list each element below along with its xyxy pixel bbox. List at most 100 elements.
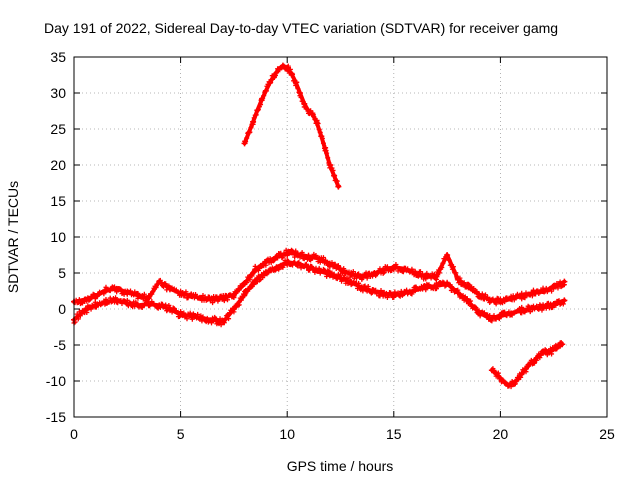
sample-marker <box>272 72 278 78</box>
sample-marker <box>325 155 331 161</box>
sample-marker <box>297 254 303 260</box>
sample-marker <box>315 120 321 126</box>
sample-marker <box>182 292 188 298</box>
sample-marker <box>437 270 443 276</box>
sample-marker <box>323 257 329 263</box>
sample-marker <box>247 129 253 135</box>
sample-marker <box>561 282 567 288</box>
sample-marker <box>317 259 323 265</box>
sample-marker <box>487 312 493 318</box>
x-tick-label: 10 <box>279 426 295 442</box>
sample-marker <box>534 357 540 363</box>
x-tick-label: 0 <box>70 426 78 442</box>
sample-marker <box>255 273 261 279</box>
sample-marker <box>506 309 512 315</box>
sample-marker <box>300 99 306 105</box>
sample-marker <box>93 304 99 310</box>
sample-marker <box>524 307 530 313</box>
sample-marker <box>255 106 261 112</box>
sample-marker <box>457 275 463 281</box>
sample-marker <box>523 369 529 375</box>
sample-marker <box>331 271 337 277</box>
sample-marker <box>83 305 89 311</box>
sample-marker <box>464 296 470 302</box>
sample-marker <box>502 309 508 315</box>
sample-marker <box>444 253 450 259</box>
sample-marker <box>244 280 250 286</box>
sample-marker <box>243 139 249 145</box>
sample-marker <box>296 89 302 95</box>
y-tick-label: 15 <box>50 193 66 209</box>
sample-marker <box>309 263 315 269</box>
sample-marker <box>261 93 267 99</box>
sample-marker <box>433 273 439 279</box>
sample-marker <box>549 351 555 357</box>
sample-marker <box>166 302 172 308</box>
sample-marker <box>298 94 304 100</box>
sample-marker <box>212 297 218 303</box>
sample-marker <box>412 268 418 274</box>
sample-marker <box>316 265 322 271</box>
sample-marker <box>491 313 497 319</box>
sample-marker <box>439 265 445 271</box>
sample-marker <box>338 272 343 278</box>
sample-marker <box>423 287 429 293</box>
axis-ticks: 0 5 10 15 20 25 -15 -10 -5 0 5 10 15 20 25 30 35 <box>46 49 615 442</box>
sample-marker <box>468 298 474 304</box>
series-main-band-upper <box>71 247 568 307</box>
sample-marker <box>508 384 514 390</box>
sample-marker <box>453 270 459 276</box>
x-tick-label: 5 <box>177 426 185 442</box>
sample-marker <box>248 125 254 131</box>
sample-marker <box>489 318 495 324</box>
sample-marker <box>330 167 336 173</box>
sample-marker <box>482 292 488 298</box>
sample-marker <box>537 355 543 361</box>
sample-marker <box>281 63 287 69</box>
sample-marker <box>356 271 362 277</box>
sample-marker <box>101 291 107 297</box>
sample-marker <box>189 316 195 322</box>
sample-marker <box>77 313 83 319</box>
sample-marker <box>477 313 483 319</box>
sample-marker <box>293 82 299 88</box>
sample-marker <box>360 288 366 294</box>
sample-marker <box>381 269 387 275</box>
sample-marker <box>522 366 528 372</box>
sample-marker <box>324 150 330 156</box>
sample-marker <box>440 260 446 266</box>
sample-marker <box>391 294 397 300</box>
sample-marker <box>306 252 312 258</box>
sample-marker <box>290 71 296 77</box>
sample-marker <box>555 285 561 291</box>
grid <box>74 57 607 417</box>
sample-marker <box>296 259 302 265</box>
x-tick-label: 15 <box>386 426 402 442</box>
sample-marker <box>251 115 257 121</box>
sample-marker <box>334 178 340 184</box>
series-main-band-lower <box>71 257 568 328</box>
sample-marker <box>323 145 329 151</box>
sample-marker <box>320 255 326 261</box>
sample-marker <box>204 297 210 303</box>
sample-marker <box>450 264 456 270</box>
sample-marker <box>335 263 341 269</box>
sample-marker <box>384 264 390 270</box>
series-trace <box>242 63 341 189</box>
x-axis-label: GPS time / hours <box>287 458 394 474</box>
sample-marker <box>153 284 159 290</box>
y-tick-label: -10 <box>46 373 66 389</box>
sample-marker <box>72 319 78 325</box>
sample-marker <box>538 352 544 358</box>
sample-marker <box>344 275 350 281</box>
sample-marker <box>317 129 323 135</box>
sample-marker <box>118 286 124 292</box>
sample-marker <box>107 288 113 294</box>
sample-marker <box>76 297 82 303</box>
sample-marker <box>320 140 326 146</box>
series-arc-high <box>241 62 342 190</box>
y-tick-label: 25 <box>50 121 66 137</box>
sample-marker <box>75 316 81 322</box>
sample-marker <box>532 360 538 366</box>
